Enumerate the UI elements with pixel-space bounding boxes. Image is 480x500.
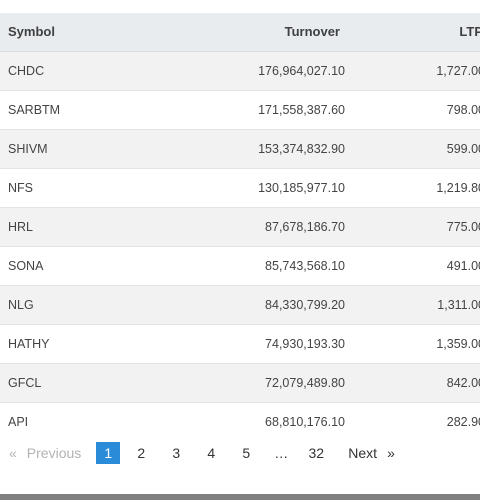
turnover-table-container: Symbol Turnover LTP CHDC 176,964,027.10 … [0,13,480,441]
table-row: SONA 85,743,568.10 491.00 [0,245,480,285]
cell-turnover: 74,930,193.30 [158,323,355,363]
table-row: HATHY 74,930,193.30 1,359.00 [0,323,480,363]
page-32-button[interactable]: 32 [308,445,325,461]
cell-ltp: 491.00 [355,245,480,285]
table-row: CHDC 176,964,027.10 1,727.00 [0,50,480,90]
cell-symbol: API [0,401,158,441]
cell-turnover: 153,374,832.90 [158,128,355,168]
cell-symbol: SHIVM [0,128,158,168]
cell-turnover: 68,810,176.10 [158,401,355,441]
cell-symbol: NFS [0,167,158,207]
table-row: API 68,810,176.10 282.90 [0,401,480,441]
column-header-turnover[interactable]: Turnover [158,13,355,52]
cell-ltp: 775.00 [355,206,480,246]
table-row: GFCL 72,079,489.80 842.00 [0,362,480,402]
cell-ltp: 1,359.00 [355,323,480,363]
cell-ltp: 599.00 [355,128,480,168]
double-chevron-right-icon: » [387,445,395,461]
page-4-button[interactable]: 4 [207,445,216,461]
cell-symbol: NLG [0,284,158,324]
cell-ltp: 798.00 [355,89,480,129]
previous-page-button: « Previous [6,442,84,464]
cell-symbol: HATHY [0,323,158,363]
column-header-ltp[interactable]: LTP [355,13,480,52]
table-header-row: Symbol Turnover LTP [0,13,480,52]
cell-turnover: 176,964,027.10 [158,50,355,90]
cell-turnover: 84,330,799.20 [158,284,355,324]
next-page-button[interactable]: Next » [345,442,398,464]
table-row: HRL 87,678,186.70 775.00 [0,206,480,246]
cell-ltp: 282.90 [355,401,480,441]
table-row: NLG 84,330,799.20 1,311.00 [0,284,480,324]
double-chevron-left-icon: « [9,445,17,461]
pagination-ellipsis: … [274,445,289,461]
cell-symbol: SONA [0,245,158,285]
turnover-table: Symbol Turnover LTP CHDC 176,964,027.10 … [0,13,480,441]
cell-turnover: 72,079,489.80 [158,362,355,402]
table-row: NFS 130,185,977.10 1,219.80 [0,167,480,207]
cell-symbol: CHDC [0,50,158,90]
cell-ltp: 842.00 [355,362,480,402]
cell-turnover: 87,678,186.70 [158,206,355,246]
page-5-button[interactable]: 5 [242,445,251,461]
next-label: Next [348,445,378,461]
page-3-button[interactable]: 3 [172,445,181,461]
cell-ltp: 1,219.80 [355,167,480,207]
cell-turnover: 130,185,977.10 [158,167,355,207]
cell-turnover: 85,743,568.10 [158,245,355,285]
page-1-button[interactable]: 1 [96,442,121,464]
page-2-button[interactable]: 2 [137,445,146,461]
pagination: « Previous 1 2 3 4 5 … 32 Next » [0,440,405,466]
cell-ltp: 1,311.00 [355,284,480,324]
cell-symbol: GFCL [0,362,158,402]
cell-symbol: HRL [0,206,158,246]
table-row: SHIVM 153,374,832.90 599.00 [0,128,480,168]
cell-symbol: SARBTM [0,89,158,129]
cell-ltp: 1,727.00 [355,50,480,90]
previous-label: Previous [26,445,82,461]
cell-turnover: 171,558,387.60 [158,89,355,129]
column-header-symbol[interactable]: Symbol [0,13,158,52]
bottom-scrollbar-strip [0,494,480,500]
table-row: SARBTM 171,558,387.60 798.00 [0,89,480,129]
